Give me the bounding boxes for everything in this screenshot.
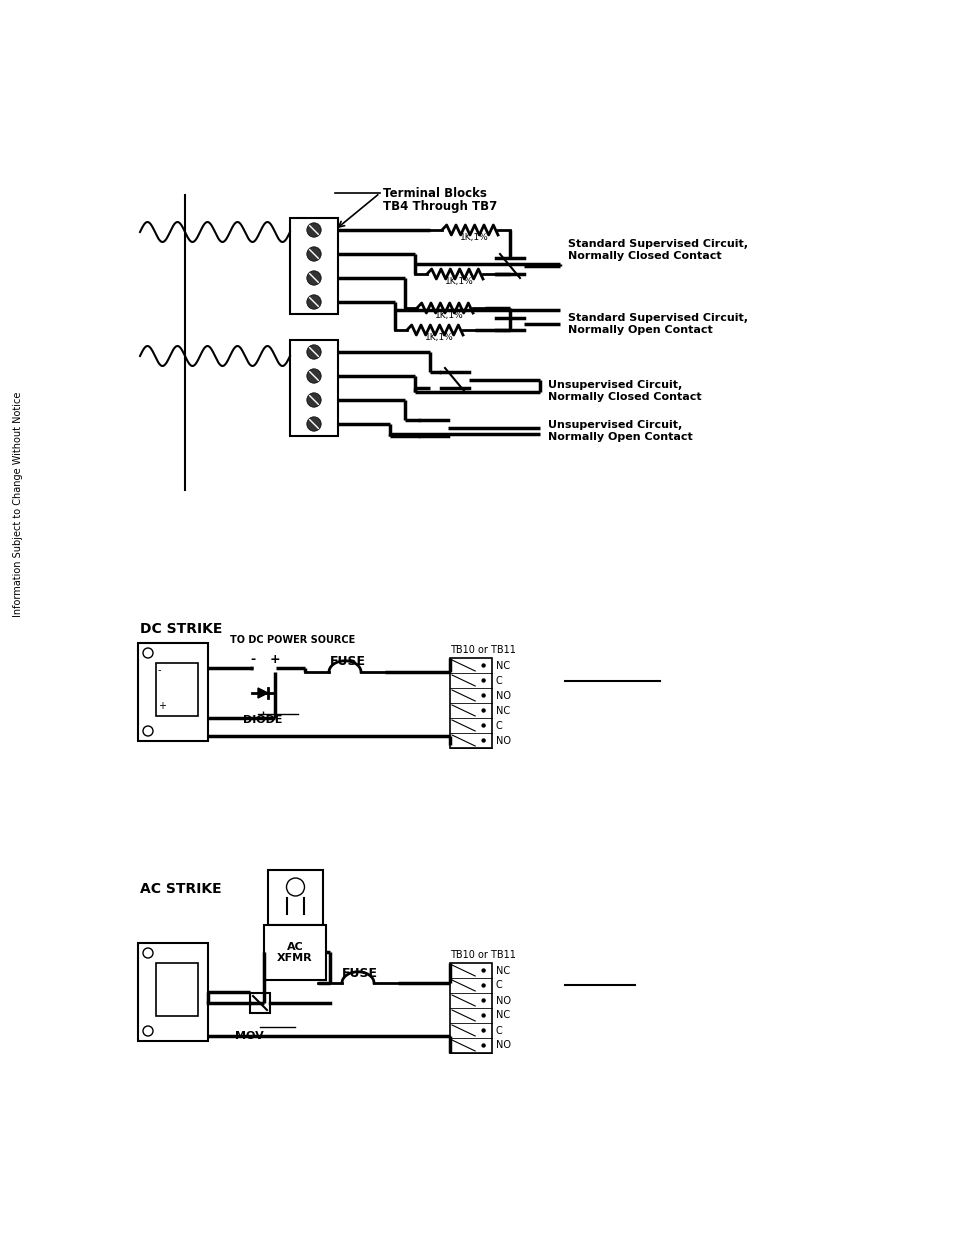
Text: +: + bbox=[158, 701, 166, 711]
Circle shape bbox=[307, 270, 321, 285]
Text: 1K,1%: 1K,1% bbox=[459, 233, 488, 242]
Bar bbox=[450, 963, 492, 1053]
Text: NC: NC bbox=[496, 1010, 510, 1020]
Text: AC
XFMR: AC XFMR bbox=[277, 942, 313, 963]
Text: NC: NC bbox=[496, 661, 510, 671]
Text: +: + bbox=[270, 653, 280, 666]
Bar bbox=[268, 869, 323, 925]
Text: TO DC POWER SOURCE: TO DC POWER SOURCE bbox=[230, 635, 355, 645]
Circle shape bbox=[307, 247, 321, 261]
Text: MOV: MOV bbox=[234, 1031, 263, 1041]
Text: Standard Supervised Circuit,
Normally Closed Contact: Standard Supervised Circuit, Normally Cl… bbox=[567, 240, 747, 261]
Text: NO: NO bbox=[496, 736, 511, 746]
Circle shape bbox=[481, 679, 484, 682]
Text: AC STRIKE: AC STRIKE bbox=[140, 882, 221, 897]
Text: Standard Supervised Circuit,
Normally Open Contact: Standard Supervised Circuit, Normally Op… bbox=[567, 314, 747, 335]
Bar bbox=[290, 219, 337, 314]
Circle shape bbox=[307, 416, 321, 431]
Text: C: C bbox=[496, 981, 502, 990]
Circle shape bbox=[481, 724, 484, 727]
Circle shape bbox=[481, 1044, 484, 1047]
Circle shape bbox=[307, 393, 321, 408]
Circle shape bbox=[481, 739, 484, 742]
Circle shape bbox=[307, 222, 321, 237]
Circle shape bbox=[481, 664, 484, 667]
Circle shape bbox=[481, 984, 484, 987]
Text: 1K,1%: 1K,1% bbox=[435, 311, 463, 320]
Text: NO: NO bbox=[496, 995, 511, 1005]
Text: NC: NC bbox=[496, 966, 510, 976]
Circle shape bbox=[481, 1014, 484, 1016]
Bar bbox=[450, 658, 492, 748]
Text: Unsupervised Circuit,
Normally Closed Contact: Unsupervised Circuit, Normally Closed Co… bbox=[547, 380, 700, 401]
Text: NO: NO bbox=[496, 1041, 511, 1051]
Text: -: - bbox=[251, 653, 255, 666]
Text: 1K,1%: 1K,1% bbox=[444, 277, 474, 287]
Text: NC: NC bbox=[496, 705, 510, 715]
Text: FUSE: FUSE bbox=[341, 967, 377, 981]
Text: DIODE: DIODE bbox=[243, 715, 282, 725]
Circle shape bbox=[307, 345, 321, 359]
Text: -: - bbox=[158, 664, 161, 676]
Text: 1K,1%: 1K,1% bbox=[424, 333, 454, 342]
Text: C: C bbox=[496, 676, 502, 685]
Circle shape bbox=[481, 694, 484, 697]
Circle shape bbox=[481, 969, 484, 972]
Text: TB10 or TB11: TB10 or TB11 bbox=[450, 645, 516, 655]
Text: Unsupervised Circuit,
Normally Open Contact: Unsupervised Circuit, Normally Open Cont… bbox=[547, 420, 692, 442]
Circle shape bbox=[307, 369, 321, 383]
Bar bbox=[264, 925, 326, 981]
Bar bbox=[250, 993, 270, 1013]
Circle shape bbox=[481, 999, 484, 1002]
Text: TB4 Through TB7: TB4 Through TB7 bbox=[382, 200, 497, 212]
Text: Information Subject to Change Without Notice: Information Subject to Change Without No… bbox=[13, 391, 23, 618]
Circle shape bbox=[307, 295, 321, 309]
Text: C: C bbox=[496, 720, 502, 730]
Polygon shape bbox=[257, 688, 268, 698]
Text: Terminal Blocks: Terminal Blocks bbox=[382, 186, 486, 200]
Circle shape bbox=[481, 709, 484, 713]
Text: NO: NO bbox=[496, 690, 511, 700]
Bar bbox=[138, 643, 208, 741]
Bar bbox=[156, 663, 198, 716]
Text: C: C bbox=[496, 1025, 502, 1035]
Bar bbox=[138, 944, 208, 1041]
Circle shape bbox=[481, 1029, 484, 1032]
Text: TB10 or TB11: TB10 or TB11 bbox=[450, 950, 516, 960]
Text: FUSE: FUSE bbox=[330, 655, 366, 668]
Text: DC STRIKE: DC STRIKE bbox=[140, 622, 222, 636]
Bar bbox=[156, 963, 198, 1016]
Bar bbox=[290, 340, 337, 436]
